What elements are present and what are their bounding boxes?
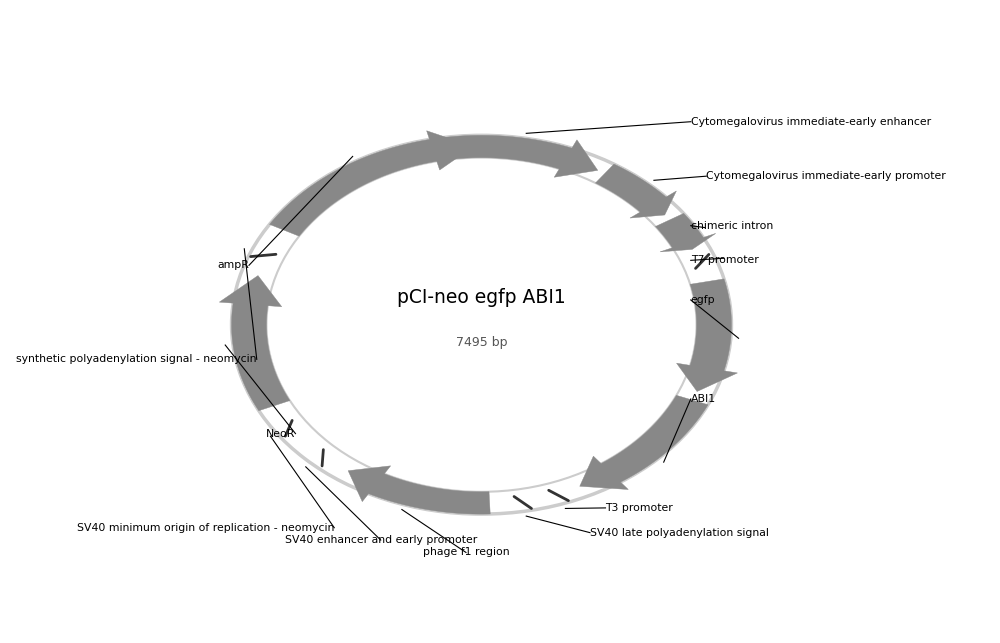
Ellipse shape	[232, 135, 731, 514]
Text: NeoR: NeoR	[266, 429, 296, 439]
Text: egfp: egfp	[691, 295, 715, 305]
Text: ampR: ampR	[217, 260, 249, 270]
Ellipse shape	[266, 158, 697, 492]
Polygon shape	[580, 395, 708, 489]
Text: 7495 bp: 7495 bp	[456, 336, 507, 349]
Text: synthetic polyadenylation signal - neomycin: synthetic polyadenylation signal - neomy…	[16, 354, 257, 365]
Polygon shape	[677, 279, 737, 392]
Polygon shape	[655, 213, 716, 252]
Polygon shape	[438, 135, 598, 177]
Text: Cytomegalovirus immediate-early promoter: Cytomegalovirus immediate-early promoter	[706, 171, 946, 181]
Text: Cytomegalovirus immediate-early enhancer: Cytomegalovirus immediate-early enhancer	[691, 117, 931, 127]
Text: SV40 minimum origin of replication - neomycin: SV40 minimum origin of replication - neo…	[77, 523, 334, 532]
Text: T7 promoter: T7 promoter	[691, 255, 759, 266]
Text: SV40 enhancer and early promoter: SV40 enhancer and early promoter	[285, 535, 477, 545]
Text: chimeric intron: chimeric intron	[691, 221, 773, 231]
Text: ABI1: ABI1	[691, 394, 716, 404]
Text: pCI-neo egfp ABI1: pCI-neo egfp ABI1	[397, 288, 566, 307]
Text: T3 promoter: T3 promoter	[606, 503, 673, 513]
Polygon shape	[348, 466, 490, 514]
Polygon shape	[595, 164, 676, 218]
Text: SV40 late polyadenylation signal: SV40 late polyadenylation signal	[590, 528, 769, 538]
Polygon shape	[219, 276, 290, 411]
Polygon shape	[270, 131, 473, 236]
Text: phage f1 region: phage f1 region	[423, 547, 509, 557]
